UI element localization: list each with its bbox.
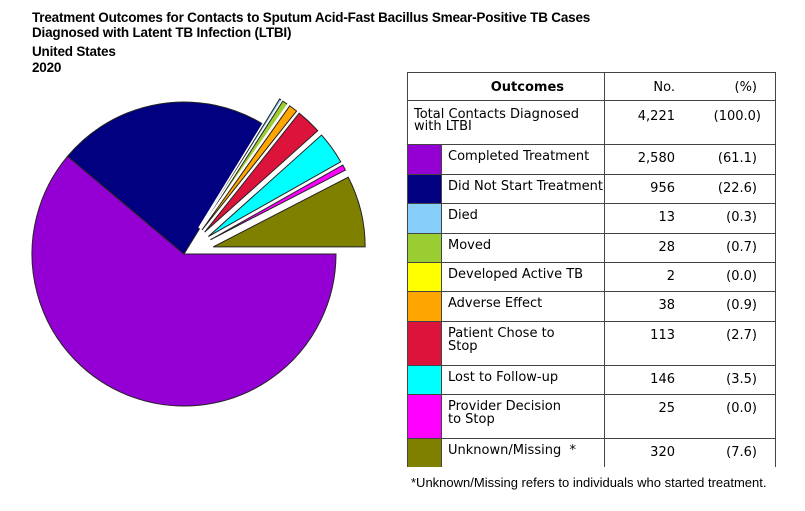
table-header-row: Outcomes No. (%) [408,73,775,101]
table-row: Unknown/Missing * 320 (7.6) [408,439,775,467]
outcome-label: Moved [448,238,492,253]
outcome-pct: (22.6) [717,181,757,196]
pie-slice [208,134,342,237]
pie-slice [66,101,265,255]
outcome-label: Adverse Effect [448,296,543,311]
legend-swatch [408,292,442,321]
table-row: Provider Decision to Stop 25 (0.0) [408,395,775,439]
pie-slice [212,176,366,248]
legend-swatch [408,439,442,467]
outcome-label: Unknown/Missing * [448,443,576,458]
table-row: Did Not Start Treatment 956 (22.6) [408,175,775,204]
table-total-row: Total Contacts Diagnosed with LTBI 4,221… [408,101,775,145]
outcome-pct: (0.0) [726,269,757,284]
legend-swatch [408,322,442,365]
legend-swatch [408,145,442,174]
table-row: Patient Chose to Stop 113 (2.7) [408,322,775,366]
outcome-pct: (61.1) [717,151,757,166]
outcome-pct: (0.9) [726,298,757,313]
pie-slice [31,155,337,407]
table-row: Completed Treatment 2,580 (61.1) [408,145,775,175]
title-line-2: Diagnosed with Latent TB Infection (LTBI… [32,25,292,40]
total-no: 4,221 [637,109,675,124]
legend-table: Outcomes No. (%) Total Contacts Diagnose… [407,72,776,467]
outcome-no: 956 [650,181,675,196]
legend-swatch [408,175,442,203]
outcome-no: 13 [658,210,675,225]
outcome-no: 320 [650,445,675,460]
legend-swatch [408,234,442,262]
pie-chart [31,96,368,407]
table-row: Moved 28 (0.7) [408,234,775,263]
outcome-label: Died [448,208,478,223]
legend-swatch [408,204,442,233]
chart-title: Treatment Outcomes for Contacts to Sputu… [32,10,590,75]
pie-slice [201,105,298,231]
outcome-no: 38 [658,298,675,313]
pie-slice [210,164,347,241]
outcome-no: 113 [650,328,675,343]
outcome-pct: (2.7) [726,328,757,343]
table-row: Adverse Effect 38 (0.9) [408,292,775,322]
legend-swatch [408,263,442,291]
pie-slice [204,112,319,233]
outcome-label: Developed Active TB [448,267,584,282]
outcome-pct: (3.5) [726,372,757,387]
outcome-no: 28 [658,240,675,255]
outcome-pct: (7.6) [726,445,757,460]
outcome-no: 25 [658,401,675,416]
footnote: *Unknown/Missing refers to individuals w… [411,475,767,490]
outcome-label: Patient Chose to Stop [448,326,555,354]
outcome-label: Did Not Start Treatment [448,179,603,194]
outcome-label: Provider Decision to Stop [448,399,562,427]
legend-swatch [408,366,442,394]
table-row: Lost to Follow-up 146 (3.5) [408,366,775,395]
outcome-no: 146 [650,372,675,387]
outcome-pct: (0.7) [726,240,757,255]
header-no: No. [653,80,675,95]
header-pct: (%) [734,80,758,95]
outcome-label: Lost to Follow-up [448,370,559,385]
outcome-no: 2 [666,269,675,284]
outcome-pct: (0.0) [726,401,757,416]
outcome-pct: (0.3) [726,210,757,225]
table-row: Developed Active TB 2 (0.0) [408,263,775,292]
title-region: United States [32,44,116,59]
total-pct: (100.0) [713,109,761,124]
table-row: Died 13 (0.3) [408,204,775,234]
header-outcomes: Outcomes [408,73,605,100]
outcome-no: 2,580 [637,151,675,166]
outcome-label: Completed Treatment [448,149,590,164]
total-label: Total Contacts Diagnosed with LTBI [414,107,580,134]
legend-swatch [408,395,442,438]
title-year: 2020 [32,60,62,75]
title-line-1: Treatment Outcomes for Contacts to Sputu… [32,10,591,25]
